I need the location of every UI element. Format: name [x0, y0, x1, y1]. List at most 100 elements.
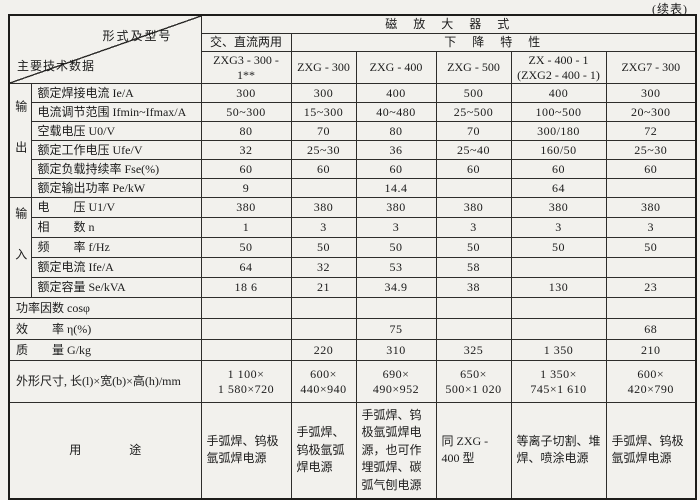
table-row: 额定容量 Se/kVA 18 6 21 34.9 38 130 23 — [9, 277, 697, 298]
cell-value: 58 — [435, 257, 512, 278]
cell-value — [605, 297, 697, 319]
table-row: 功率因数 cosφ — [8, 297, 697, 319]
cell-value: 50~300 — [200, 102, 292, 122]
cell-value: 34.9 — [355, 277, 437, 298]
row-label: 额定电流 Ife/A — [30, 257, 202, 278]
table-row: 空载电压 U0/V 80 70 80 70 300/180 72 — [9, 121, 697, 141]
cell-value: 310 — [355, 339, 437, 361]
table-row: 效 率 η(%) 75 68 — [8, 318, 697, 340]
table-row: 频 率 f/Hz 50 50 50 50 50 50 — [9, 237, 697, 258]
cell-value: 80 — [200, 121, 292, 141]
cell-value: 50 — [355, 237, 437, 258]
row-label: 功率因数 cosφ — [8, 297, 202, 319]
cell-value: 40~480 — [355, 102, 437, 122]
cell-value: 60 — [605, 159, 697, 179]
cell-value: 380 — [435, 197, 512, 218]
diagonal-header-cell: 形式及型号 主要技术数据 — [8, 14, 202, 84]
cell-value: 160/50 — [510, 140, 607, 160]
cell-value: 380 — [200, 197, 292, 218]
model-header: ZXG3 - 300 - 1** — [200, 51, 292, 84]
cell-value: 15~300 — [290, 102, 357, 122]
row-label: 电流调节范围 Ifmin~Ifmax/A — [30, 102, 202, 122]
model-header: ZXG - 300 — [290, 51, 357, 84]
cell-value: 210 — [605, 339, 697, 361]
cell-value: 650× 500×1 020 — [435, 360, 512, 403]
cell-value: 手弧焊、钨极氩弧焊电源 — [200, 401, 292, 500]
row-label: 额定工作电压 Ufe/V — [30, 140, 202, 160]
model-header: ZXG - 500 — [435, 51, 512, 84]
cell-value: 100~500 — [510, 102, 607, 122]
cell-value: 3 — [355, 217, 437, 238]
cell-value: 600× 420×790 — [605, 360, 697, 403]
row-label: 额定输出功率 Pe/kW — [30, 178, 202, 198]
cell-value: 23 — [605, 277, 697, 298]
cell-value — [200, 318, 292, 340]
cell-value: 60 — [435, 159, 512, 179]
cell-value: 3 — [605, 217, 697, 238]
cell-value: 380 — [605, 197, 697, 218]
cell-value: 1 350 — [510, 339, 607, 361]
cell-value: 1 100× 1 580×720 — [200, 360, 292, 403]
table-row: 输出 额定焊接电流 Ie/A 300 300 400 500 400 300 — [8, 83, 697, 198]
cell-value — [435, 178, 512, 198]
row-label: 额定负载持续率 Fse(%) — [30, 159, 202, 179]
cell-value: 同 ZXG - 400 型 — [435, 401, 512, 500]
cell-value — [605, 178, 697, 198]
cell-value: 70 — [435, 121, 512, 141]
cell-value: 36 — [355, 140, 437, 160]
cell-value: 50 — [200, 237, 292, 258]
cell-value: 手弧焊、钨极氩弧焊电源 — [290, 401, 357, 500]
cell-value — [605, 257, 697, 278]
cell-value: 14.4 — [355, 178, 437, 198]
model-header: ZXG - 400 — [355, 51, 437, 84]
cell-value: 72 — [605, 121, 697, 141]
cell-value: 25~30 — [605, 140, 697, 160]
cell-value: 500 — [435, 83, 512, 103]
cell-value: 60 — [290, 159, 357, 179]
cell-value: 手弧焊、钨极氩弧焊电源 — [605, 401, 697, 500]
row-label: 相 数 n — [30, 217, 202, 238]
cell-value — [435, 297, 512, 319]
cell-value: 手弧焊、钨极氩弧焊电源，也可作埋弧焊、碳弧气刨电源 — [355, 401, 437, 500]
table-row: 额定工作电压 Ufe/V 32 25~30 36 25~40 160/50 25… — [9, 140, 697, 160]
spec-table: 形式及型号 主要技术数据 磁 放 大 器 式 交、直流两用 下 降 特 性 ZX… — [8, 14, 698, 500]
table-row: 电流调节范围 Ifmin~Ifmax/A 50~300 15~300 40~48… — [9, 102, 697, 122]
cell-value: 300 — [605, 83, 697, 103]
cell-value: 64 — [200, 257, 292, 278]
table-row: 额定负载持续率 Fse(%) 60 60 60 60 60 60 — [9, 159, 697, 179]
row-label: 外形尺寸, 长(l)×宽(b)×高(h)/mm — [8, 360, 202, 403]
cell-value: 3 — [510, 217, 607, 238]
group-label-output: 输出 — [8, 83, 32, 198]
diagonal-bottom-label: 主要技术数据 — [17, 59, 96, 73]
cell-value — [200, 297, 292, 319]
cell-value: 60 — [510, 159, 607, 179]
cell-value: 50 — [605, 237, 697, 258]
row-label: 额定容量 Se/kVA — [30, 277, 202, 298]
cell-value: 25~30 — [290, 140, 357, 160]
cell-value — [290, 318, 357, 340]
cell-value — [290, 297, 357, 319]
spec-table-wrapper: 形式及型号 主要技术数据 磁 放 大 器 式 交、直流两用 下 降 特 性 ZX… — [8, 14, 698, 500]
cell-value: 32 — [200, 140, 292, 160]
model-header: ZXG7 - 300 — [605, 51, 697, 84]
cell-value — [510, 297, 607, 319]
cell-value: 1 — [200, 217, 292, 238]
cell-value — [510, 257, 607, 278]
cell-value: 300 — [200, 83, 292, 103]
cell-value: 3 — [290, 217, 357, 238]
cell-value — [355, 297, 437, 319]
cell-value: 18 6 — [200, 277, 292, 298]
cell-value: 21 — [290, 277, 357, 298]
group-label-input: 输入 — [8, 197, 32, 298]
cell-value: 25~500 — [435, 102, 512, 122]
cell-value: 300/180 — [510, 121, 607, 141]
cell-value: 1 350× 745×1 610 — [510, 360, 607, 403]
table-group-title: 磁 放 大 器 式 — [200, 14, 697, 34]
table-row: 外形尺寸, 长(l)×宽(b)×高(h)/mm 1 100× 1 580×720… — [8, 360, 697, 403]
cell-value: 600× 440×940 — [290, 360, 357, 403]
cell-value — [435, 318, 512, 340]
cell-value: 20~300 — [605, 102, 697, 122]
row-label: 效 率 η(%) — [8, 318, 202, 340]
cell-value: 380 — [510, 197, 607, 218]
cell-value: 3 — [435, 217, 512, 238]
